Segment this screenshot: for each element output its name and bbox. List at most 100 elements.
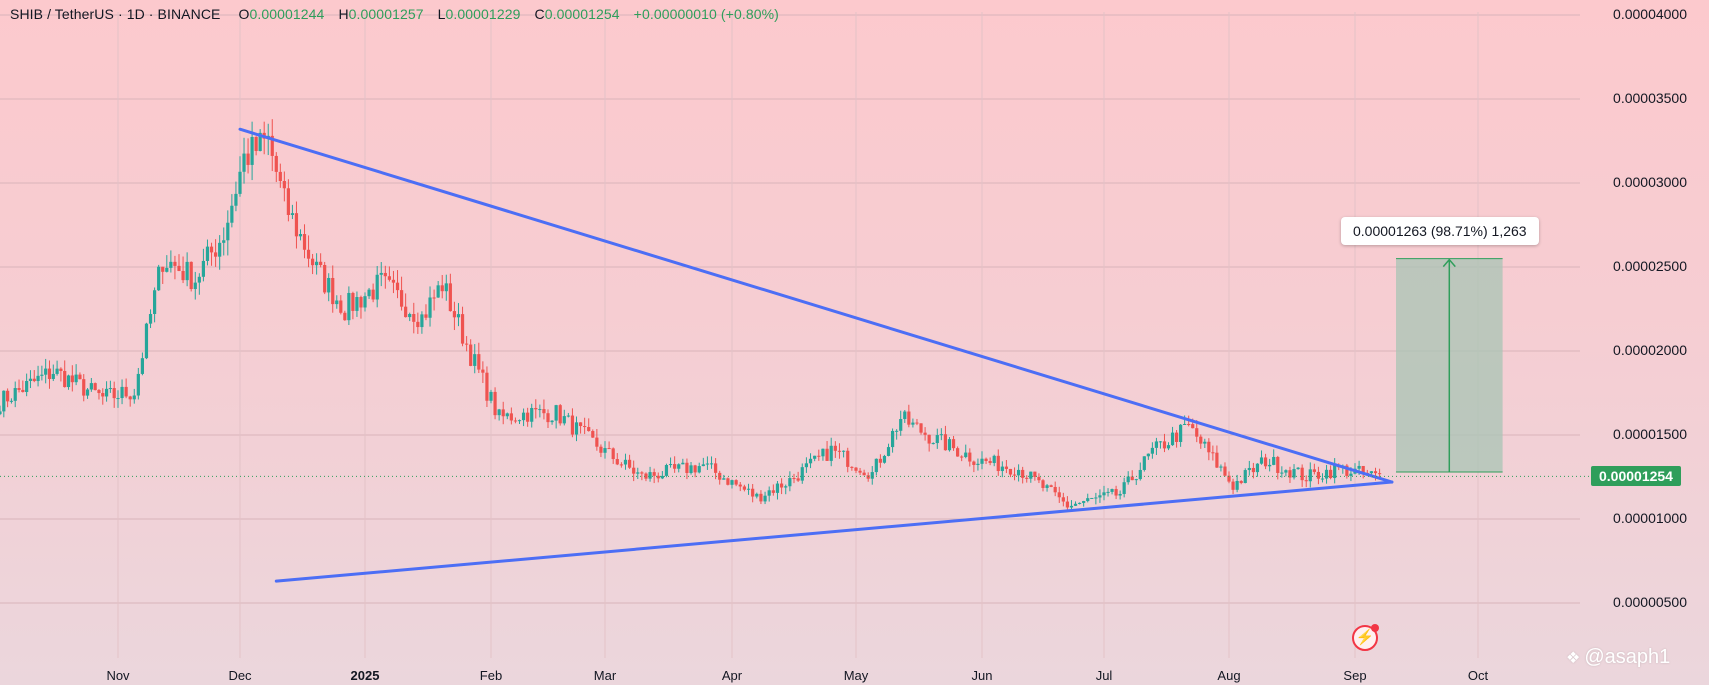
measure-arrowhead <box>1442 258 1456 268</box>
candle-body <box>387 276 391 280</box>
candle-body <box>70 375 74 383</box>
candle-body <box>89 383 93 390</box>
candle-body <box>432 297 436 299</box>
candle-body <box>1259 457 1264 464</box>
candle-body <box>97 390 101 394</box>
y-tick-label: 0.00001000 <box>1613 510 1687 526</box>
candle-body <box>603 448 607 453</box>
candle-body <box>808 458 813 464</box>
candle-body <box>420 314 424 328</box>
candle-body <box>718 472 722 480</box>
candle-body <box>931 443 935 445</box>
candle-body <box>355 297 359 311</box>
candle-body <box>907 411 911 425</box>
candle-body <box>976 463 980 465</box>
candle-body <box>32 378 36 382</box>
x-tick-label: Sep <box>1343 668 1367 683</box>
candle-body <box>960 456 964 458</box>
candle-body <box>1284 470 1288 473</box>
candle-body <box>128 396 132 400</box>
candle-body <box>497 409 501 416</box>
candle-body <box>21 389 25 393</box>
candle-body <box>1280 472 1284 474</box>
candle-body <box>327 277 331 293</box>
x-tick-label: May <box>843 668 869 683</box>
candle-body <box>595 437 599 447</box>
grid <box>0 12 1580 658</box>
candle-body <box>1255 463 1260 473</box>
candle-body <box>1243 470 1247 484</box>
candle-body <box>197 276 201 283</box>
candle-body <box>359 297 363 308</box>
candle-body <box>878 458 882 463</box>
candle-body <box>546 413 550 423</box>
candle-body <box>1345 465 1349 476</box>
candle-body <box>205 246 210 261</box>
candle-body <box>730 480 734 485</box>
candle-body <box>697 466 701 473</box>
candle-body <box>636 472 640 474</box>
candle-body <box>800 467 804 481</box>
candle-body <box>230 205 234 223</box>
candle-body <box>1073 503 1078 506</box>
candle-body <box>173 261 177 266</box>
candle-body <box>611 448 615 460</box>
candle-body <box>951 439 956 449</box>
candle-body <box>0 411 2 415</box>
candle-body <box>108 388 112 390</box>
candle-body <box>1130 476 1134 481</box>
symbol-header: SHIB / TetherUS · 1D · BINANCE O0.000012… <box>10 6 779 22</box>
candle-body <box>874 458 878 473</box>
low-value: 0.00001229 <box>445 6 521 22</box>
candle-body <box>882 455 887 463</box>
candle-body <box>792 478 796 480</box>
candle-body <box>726 478 730 485</box>
candle-body <box>347 292 351 321</box>
candle-body <box>648 472 652 479</box>
candle-body <box>1207 441 1211 453</box>
candle-body <box>1053 486 1057 493</box>
candle-body <box>1251 467 1255 473</box>
candle-body <box>1065 501 1069 508</box>
y-tick-label: 0.00003500 <box>1613 90 1687 106</box>
candle-body <box>238 171 242 194</box>
candle-body <box>1369 471 1373 474</box>
candle-body <box>319 261 323 266</box>
candle-body <box>416 321 420 328</box>
candle-body <box>755 493 759 497</box>
candle-body <box>866 475 870 479</box>
close-label: C <box>534 6 545 22</box>
candle-body <box>36 375 40 382</box>
upper-trendline <box>238 127 1394 484</box>
candle-body <box>1082 501 1086 503</box>
candle-body <box>899 419 903 431</box>
candle-body <box>1004 466 1008 469</box>
candle-body <box>424 314 428 318</box>
y-tick-label: 0.00002000 <box>1613 342 1687 358</box>
candle-body <box>558 405 562 424</box>
candle-body <box>270 135 274 156</box>
candle-body <box>1029 471 1033 479</box>
candle-body <box>1349 473 1353 476</box>
candle-body <box>193 282 197 290</box>
watermark: ❖ @asaph1 <box>1566 646 1670 669</box>
candle-body <box>988 460 992 464</box>
symbol-title[interactable]: SHIB / TetherUS · 1D · BINANCE <box>10 6 221 22</box>
candle-body <box>923 432 927 435</box>
candle-body <box>939 434 943 436</box>
y-tick-label: 0.00000500 <box>1613 594 1687 610</box>
x-tick-label: Feb <box>479 668 503 683</box>
lightning-icon[interactable]: ⚡ <box>1352 624 1379 651</box>
candle-body <box>306 249 311 259</box>
candle-body <box>677 464 681 469</box>
candle-body <box>956 448 960 457</box>
candle-body <box>623 459 628 465</box>
candle-body <box>542 409 546 414</box>
candle-body <box>788 478 792 487</box>
candle-body <box>116 398 120 400</box>
candle-body <box>298 234 303 237</box>
candle-body <box>554 405 558 421</box>
candle-body <box>996 455 1000 472</box>
